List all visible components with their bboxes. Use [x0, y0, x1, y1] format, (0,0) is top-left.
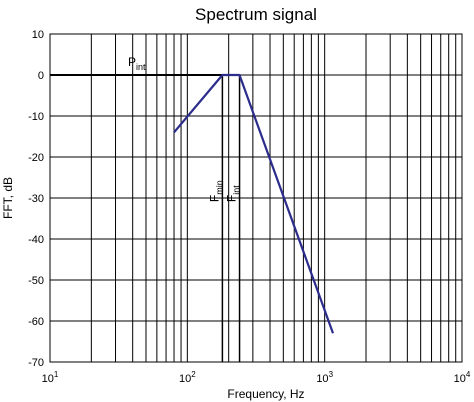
y-tick-labels: 10 0 -10 -20 -30 -40 -50 -60 -70: [28, 29, 44, 369]
y-tick-label: 0: [38, 70, 44, 82]
grid: [49, 33, 462, 363]
x-tick-labels: 101 102 103 104: [42, 370, 471, 385]
x-tick-label: 102: [179, 370, 196, 385]
y-tick-label: -10: [28, 111, 44, 123]
y-tick-label: -50: [28, 275, 44, 287]
y-tick-label: -40: [28, 234, 44, 246]
series-line: [173, 73, 335, 334]
x-axis-label: Frequency, Hz: [227, 387, 304, 401]
x-tick-label: 104: [454, 370, 471, 385]
series-group: [173, 73, 335, 334]
chart-title: Spectrum signal: [195, 5, 317, 24]
x-tick-label: 101: [42, 370, 59, 385]
y-tick-label: 10: [32, 29, 44, 41]
y-axis-label: FFT, dB: [1, 177, 15, 219]
p-int-label: Pint: [128, 55, 146, 72]
x-tick-label: 103: [316, 370, 333, 385]
plot-frame: [49, 33, 463, 363]
reference-lines: [50, 74, 241, 362]
y-tick-label: -70: [28, 357, 44, 369]
f-int-label: Fint: [225, 185, 242, 202]
y-tick-label: -20: [28, 152, 44, 164]
y-tick-label: -30: [28, 193, 44, 205]
y-tick-label: -60: [28, 316, 44, 328]
f-min-label: Fmin: [207, 180, 224, 202]
